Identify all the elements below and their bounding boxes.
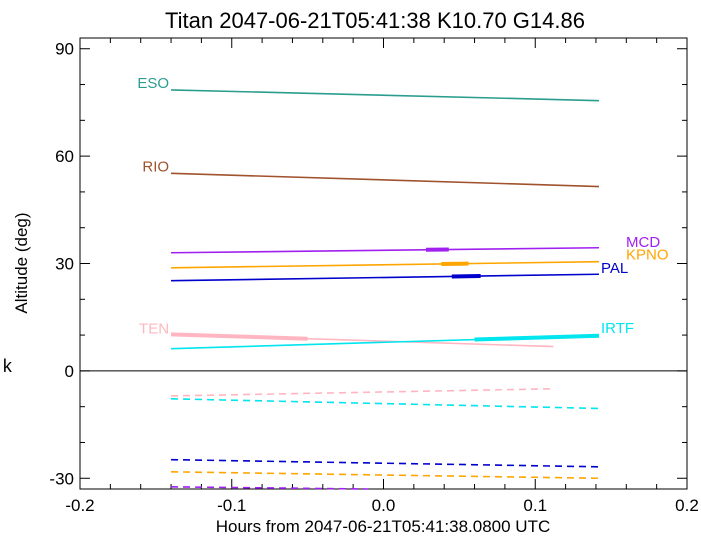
series-dashed-line <box>171 387 554 397</box>
y-tick-label: -30 <box>49 469 74 488</box>
y-tick-label: 60 <box>55 147 74 166</box>
eso-line <box>171 89 600 102</box>
pal-line <box>171 273 599 282</box>
x-axis-label: Hours from 2047-06-21T05:41:38.0800 UTC <box>216 517 551 536</box>
series-label-rio: RIO <box>142 158 169 175</box>
x-tick-label: 0.0 <box>372 496 396 515</box>
rio-line <box>171 172 600 188</box>
series-label-eso: ESO <box>137 75 169 92</box>
y-tick-label: 90 <box>55 40 74 59</box>
ten-highlight <box>170 332 308 341</box>
irtf-highlight <box>474 333 600 342</box>
plot-frame <box>79 37 688 490</box>
x-tick-label: 0.1 <box>523 496 547 515</box>
x-tick-label: -0.2 <box>65 496 94 515</box>
mcd-line <box>171 246 599 254</box>
x-tick-label: -0.1 <box>217 496 246 515</box>
series-dashed-line <box>171 486 369 490</box>
kpno-line <box>171 260 599 269</box>
series-dashed-line <box>171 471 599 480</box>
series-label-irtf: IRTF <box>601 320 634 337</box>
axis-ticks: -0.2 -0.1 0.0 0.1 0.2 -30 0 30 60 90 <box>49 38 699 515</box>
series-label-mcd: MCD <box>626 234 660 251</box>
y-tick-label: 0 <box>65 362 74 381</box>
series-layer <box>170 89 600 490</box>
series-dashed-line <box>171 398 600 410</box>
y-axis-label: Altitude (deg) <box>12 212 31 313</box>
series-label-ten: TEN <box>139 320 169 337</box>
x-tick-label: 0.2 <box>675 496 699 515</box>
chart-title: Titan 2047-06-21T05:41:38 K10.70 G14.86 <box>165 8 585 33</box>
series-label-pal: PAL <box>601 260 628 277</box>
side-marker-label: k <box>2 358 13 378</box>
y-tick-label: 30 <box>55 255 74 274</box>
series-label-kpno: KPNO <box>626 247 669 264</box>
series-dashed-line <box>171 458 599 468</box>
